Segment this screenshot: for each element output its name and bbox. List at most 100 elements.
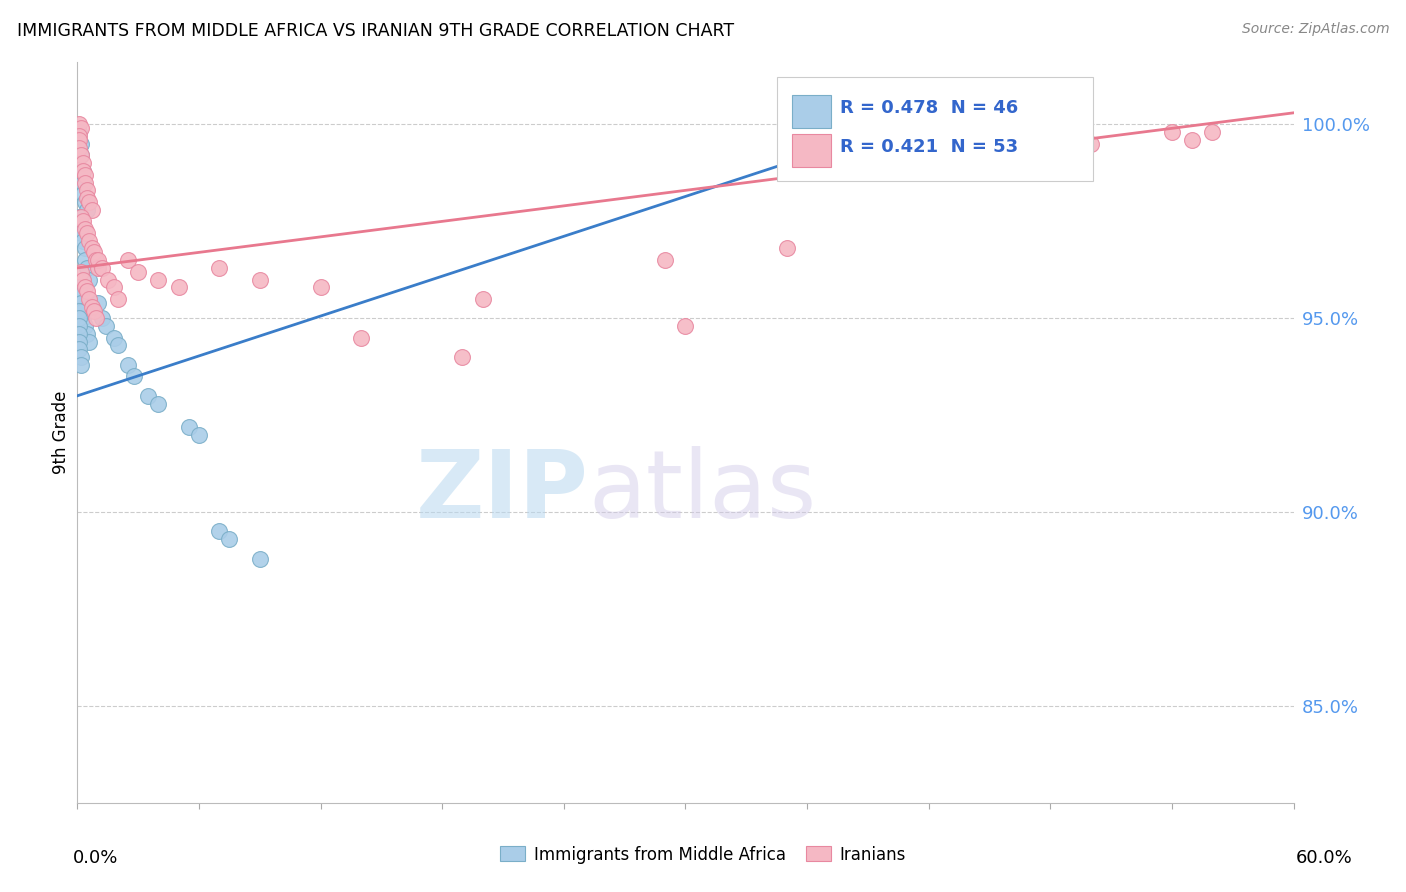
Point (79, 234, 101, 248)
Point (83, 303, 105, 318)
Point (75, 318, 97, 333)
Point (76, 260, 98, 275)
Text: IMMIGRANTS FROM MIDDLE AFRICA VS IRANIAN 9TH GRADE CORRELATION CHART: IMMIGRANTS FROM MIDDLE AFRICA VS IRANIAN… (17, 22, 734, 40)
Point (70, 226, 93, 240)
Point (79, 292, 101, 306)
Point (72, 156, 94, 170)
Point (148, 396, 170, 410)
Point (72, 311, 94, 326)
Point (76, 284, 98, 298)
Text: 0.0%: 0.0% (73, 849, 118, 867)
FancyBboxPatch shape (793, 95, 831, 128)
Point (67, 125, 90, 139)
Point (70, 136, 93, 151)
Point (86, 253, 108, 268)
Point (67, 318, 90, 333)
Point (103, 280, 125, 294)
Point (97, 272, 120, 286)
Point (76, 191, 98, 205)
Point (79, 194, 101, 209)
Point (86, 295, 108, 310)
Point (70, 148, 93, 162)
Text: R = 0.421  N = 53: R = 0.421 N = 53 (839, 137, 1018, 155)
Point (67, 334, 90, 349)
Point (249, 272, 271, 286)
Point (67, 133, 90, 147)
Point (75, 176, 97, 190)
Point (72, 214, 94, 228)
Text: ZIP: ZIP (415, 446, 588, 538)
Point (80, 202, 103, 217)
Point (83, 245, 105, 260)
Point (117, 358, 139, 372)
Point (67, 129, 90, 144)
Point (80, 242, 103, 256)
Point (249, 551, 271, 566)
Point (107, 292, 129, 306)
Point (67, 118, 90, 132)
Point (70, 121, 93, 136)
Point (76, 326, 98, 341)
Point (67, 343, 90, 357)
Point (75, 242, 97, 256)
Text: R = 0.478  N = 46: R = 0.478 N = 46 (839, 99, 1018, 117)
Point (208, 524, 231, 539)
Point (72, 164, 94, 178)
Legend: Immigrants from Middle Africa, Iranians: Immigrants from Middle Africa, Iranians (494, 839, 912, 871)
Point (309, 280, 332, 294)
Point (1201, 125, 1223, 139)
FancyBboxPatch shape (776, 78, 1092, 181)
Point (103, 331, 125, 345)
Point (218, 533, 240, 547)
Point (1080, 136, 1102, 151)
Point (75, 253, 97, 268)
Point (79, 334, 101, 349)
Point (84, 311, 107, 326)
Point (188, 427, 211, 442)
Point (67, 326, 90, 341)
Point (167, 280, 190, 294)
Point (75, 222, 97, 236)
Point (67, 211, 90, 225)
Point (70, 350, 93, 364)
Point (350, 331, 373, 345)
Point (94, 318, 117, 333)
Point (90, 260, 112, 275)
Point (72, 187, 94, 202)
Point (1181, 133, 1204, 147)
Point (70, 211, 93, 225)
Point (72, 176, 94, 190)
Point (208, 260, 231, 275)
Point (776, 242, 799, 256)
Point (67, 303, 90, 318)
Point (117, 253, 139, 268)
Point (67, 141, 90, 155)
Point (72, 303, 94, 318)
Point (67, 280, 90, 294)
Point (70, 148, 93, 162)
Point (86, 260, 108, 275)
Point (70, 265, 93, 279)
Point (471, 292, 494, 306)
Point (70, 219, 93, 233)
Point (76, 202, 98, 217)
Point (70, 295, 93, 310)
Point (80, 300, 103, 314)
Point (654, 253, 676, 268)
Text: Source: ZipAtlas.com: Source: ZipAtlas.com (1241, 22, 1389, 37)
Point (675, 318, 697, 333)
Point (70, 358, 93, 372)
Point (72, 164, 94, 178)
Point (75, 280, 97, 294)
Point (90, 311, 112, 326)
Point (75, 168, 97, 182)
Point (122, 369, 145, 384)
Point (84, 253, 107, 268)
FancyBboxPatch shape (793, 134, 831, 167)
Point (70, 288, 93, 302)
Text: 60.0%: 60.0% (1296, 849, 1353, 867)
Y-axis label: 9th Grade: 9th Grade (52, 391, 70, 475)
Point (1161, 125, 1184, 139)
Point (72, 272, 94, 286)
Point (67, 311, 90, 326)
